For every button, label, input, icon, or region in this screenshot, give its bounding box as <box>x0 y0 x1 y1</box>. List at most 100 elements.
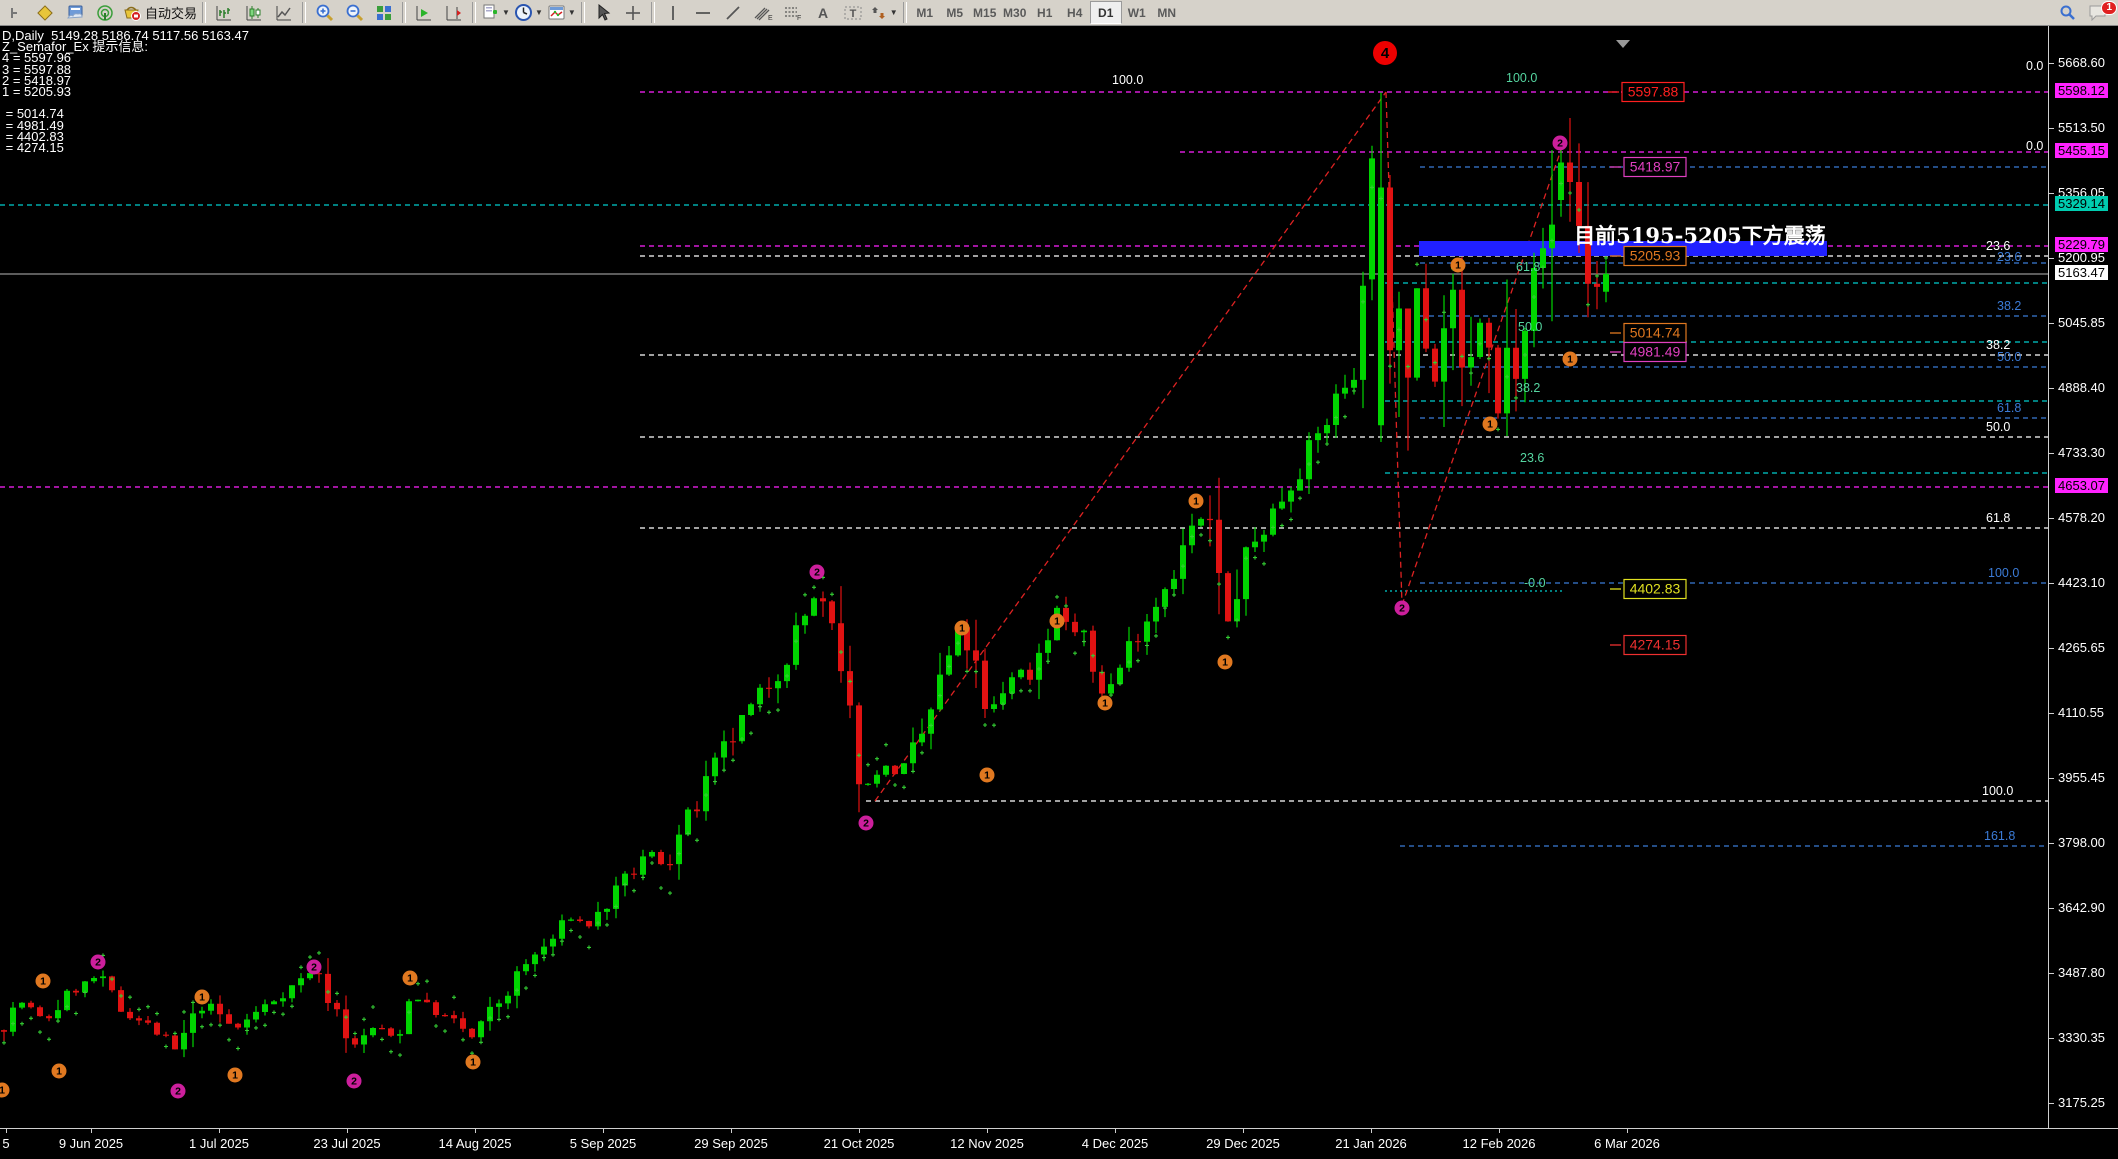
trendline-button[interactable] <box>719 1 747 24</box>
info-line: 4 = 5597.96 <box>2 50 72 66</box>
date-tick <box>1115 1129 1116 1133</box>
chat-badge: 1 <box>2101 1 2117 15</box>
chart-shift-icon <box>445 4 463 22</box>
svg-text:2: 2 <box>1557 138 1563 150</box>
svg-text:23.6: 23.6 <box>1520 451 1544 465</box>
date-label: 6 Mar 2026 <box>1594 1136 1660 1151</box>
axis-tick <box>2049 1038 2054 1040</box>
timeframe-button-m1[interactable]: M1 <box>916 5 934 20</box>
svg-text:61.8: 61.8 <box>1997 401 2021 415</box>
axis-price-label: 4110.55 <box>2058 704 2105 720</box>
date-tick <box>475 1129 476 1133</box>
candlestick-chart-button[interactable] <box>240 1 268 24</box>
toolbar-separator <box>302 2 307 23</box>
vertical-line-button[interactable] <box>659 1 687 24</box>
auto-scroll-icon <box>415 4 433 22</box>
timeframe-button-m5[interactable]: M5 <box>946 5 964 20</box>
toolbar-groups: 自动交易 ▼ ▼ ▼ E F A T ▼ M1 M5 M15 M30 H1 H4 D1 W1 MN <box>0 0 1182 25</box>
price-label-boxes: 5597.88 5418.97 5205.93 5014.74 4981.49 4402.… <box>1608 81 1687 656</box>
fibonacci-button[interactable]: F <box>779 1 807 24</box>
timeframe-button-h4[interactable]: H4 <box>1067 5 1083 20</box>
autotrade-button[interactable]: 自动交易 <box>121 1 198 24</box>
date-label: 12 Feb 2026 <box>1462 1136 1536 1151</box>
zoom-in-button[interactable] <box>310 1 338 24</box>
date-label: 4 Dec 2025 <box>1081 1136 1149 1151</box>
text-label-button[interactable]: T <box>839 1 867 24</box>
timeframe-button-h1[interactable]: H1 <box>1037 5 1053 20</box>
axis-highlight-label: 5329.14 <box>2055 195 2108 211</box>
axis-price-label: 3798.00 <box>2058 835 2105 851</box>
svg-text:2: 2 <box>175 1086 181 1098</box>
period-button[interactable]: ▼ <box>513 1 544 24</box>
timeframe-button-m30[interactable]: M30 <box>1003 5 1027 20</box>
svg-text:61.8: 61.8 <box>1516 260 1540 274</box>
arrows-button[interactable]: ▼ <box>869 1 899 24</box>
bar-chart-icon <box>215 4 233 22</box>
svg-text:23.6: 23.6 <box>1986 239 2010 253</box>
svg-text:5597.88: 5597.88 <box>1628 84 1679 100</box>
text-button[interactable]: A <box>809 1 837 24</box>
price-axis[interactable]: 5668.60 5513.50 5356.05 5200.95 5045.85 4888.… <box>2048 26 2118 1128</box>
bar-chart-button[interactable] <box>210 1 238 24</box>
partial-button[interactable] <box>1 1 29 24</box>
date-tick <box>219 1129 220 1133</box>
svg-text:100.0: 100.0 <box>1506 71 1537 85</box>
new-order-button[interactable] <box>31 1 59 24</box>
chinese-annotation: 目前5195-5205下方震荡 <box>1574 223 1826 248</box>
toolbar-separator <box>902 2 907 23</box>
tile-windows-button[interactable] <box>370 1 398 24</box>
cursor-button[interactable] <box>589 1 617 24</box>
date-axis[interactable]: 5 9 Jun 2025 1 Jul 2025 23 Jul 2025 14 Aug 2… <box>0 1128 2118 1159</box>
toolbar-group <box>588 0 648 25</box>
date-tick <box>6 1129 7 1133</box>
svg-text:1: 1 <box>1222 657 1228 669</box>
date-tick <box>603 1129 604 1133</box>
timeframe-button-d1[interactable]: D1 <box>1089 1 1122 24</box>
indicators-button[interactable]: ▼ <box>480 1 511 24</box>
axis-price-label: 3642.90 <box>2058 899 2105 915</box>
equidistant-channel-button[interactable]: E <box>749 1 777 24</box>
trendline-icon <box>724 4 742 22</box>
timeframe-button-m15[interactable]: M15 <box>973 5 997 20</box>
info-line: D,Daily 5149.28 5186.74 5117.56 5163.47 <box>2 28 249 43</box>
svg-text:1: 1 <box>232 1070 238 1082</box>
timeframe-button-mn[interactable]: MN <box>1157 5 1177 20</box>
horizontal-line-button[interactable] <box>689 1 717 24</box>
svg-text:61.8: 61.8 <box>1986 511 2010 525</box>
zoom-out-button[interactable] <box>340 1 368 24</box>
line-chart-button[interactable] <box>270 1 298 24</box>
date-label: 1 Jul 2025 <box>189 1136 249 1151</box>
axis-price-label: 3330.35 <box>2058 1030 2105 1046</box>
crosshair-button[interactable] <box>619 1 647 24</box>
gray-down-arrow <box>1616 40 1630 48</box>
axis-price-label: 5668.60 <box>2058 55 2105 70</box>
svg-text:38.2: 38.2 <box>1997 299 2021 313</box>
axis-tick <box>2049 258 2054 260</box>
svg-text:2: 2 <box>814 567 820 579</box>
axis-tick <box>2049 582 2054 584</box>
date-tick <box>1499 1129 1500 1133</box>
info-line: 2 = 5418.97 <box>2 72 72 88</box>
tile-windows-icon <box>375 4 393 22</box>
svg-text:2: 2 <box>95 957 101 969</box>
axis-price-label: 5200.95 <box>2058 250 2105 266</box>
svg-text:1: 1 <box>1054 616 1060 628</box>
fib-labels: 100.0 100.00.00.023.623.638.238.250.061.8… <box>1112 59 2043 843</box>
chart-shift-button[interactable] <box>440 1 468 24</box>
timeframe-button-w1[interactable]: W1 <box>1127 5 1146 20</box>
axis-tick <box>2049 843 2054 845</box>
axis-tick <box>2049 712 2054 714</box>
chart-plot-area[interactable]: 1 1 2 1 2 1 1 2 2 1 1 2 2 1 1 1 1 1 1 4 2 1 1 2 1 100.0 100.0 0.0 0.… <box>0 0 2048 1128</box>
market-watch-button[interactable] <box>61 1 89 24</box>
toolbar-separator <box>472 2 477 23</box>
template-button[interactable]: ▼ <box>546 1 577 24</box>
chat-button[interactable]: 1 <box>2083 1 2117 24</box>
signal-button[interactable] <box>91 1 119 24</box>
search-button[interactable] <box>2053 1 2081 24</box>
axis-tick <box>2049 63 2054 64</box>
axis-price-label: 5045.85 <box>2058 314 2105 330</box>
auto-scroll-button[interactable] <box>410 1 438 24</box>
horizontal-lines <box>0 91 2048 847</box>
svg-text:1: 1 <box>1193 496 1199 508</box>
zoom-out-icon <box>345 3 364 22</box>
